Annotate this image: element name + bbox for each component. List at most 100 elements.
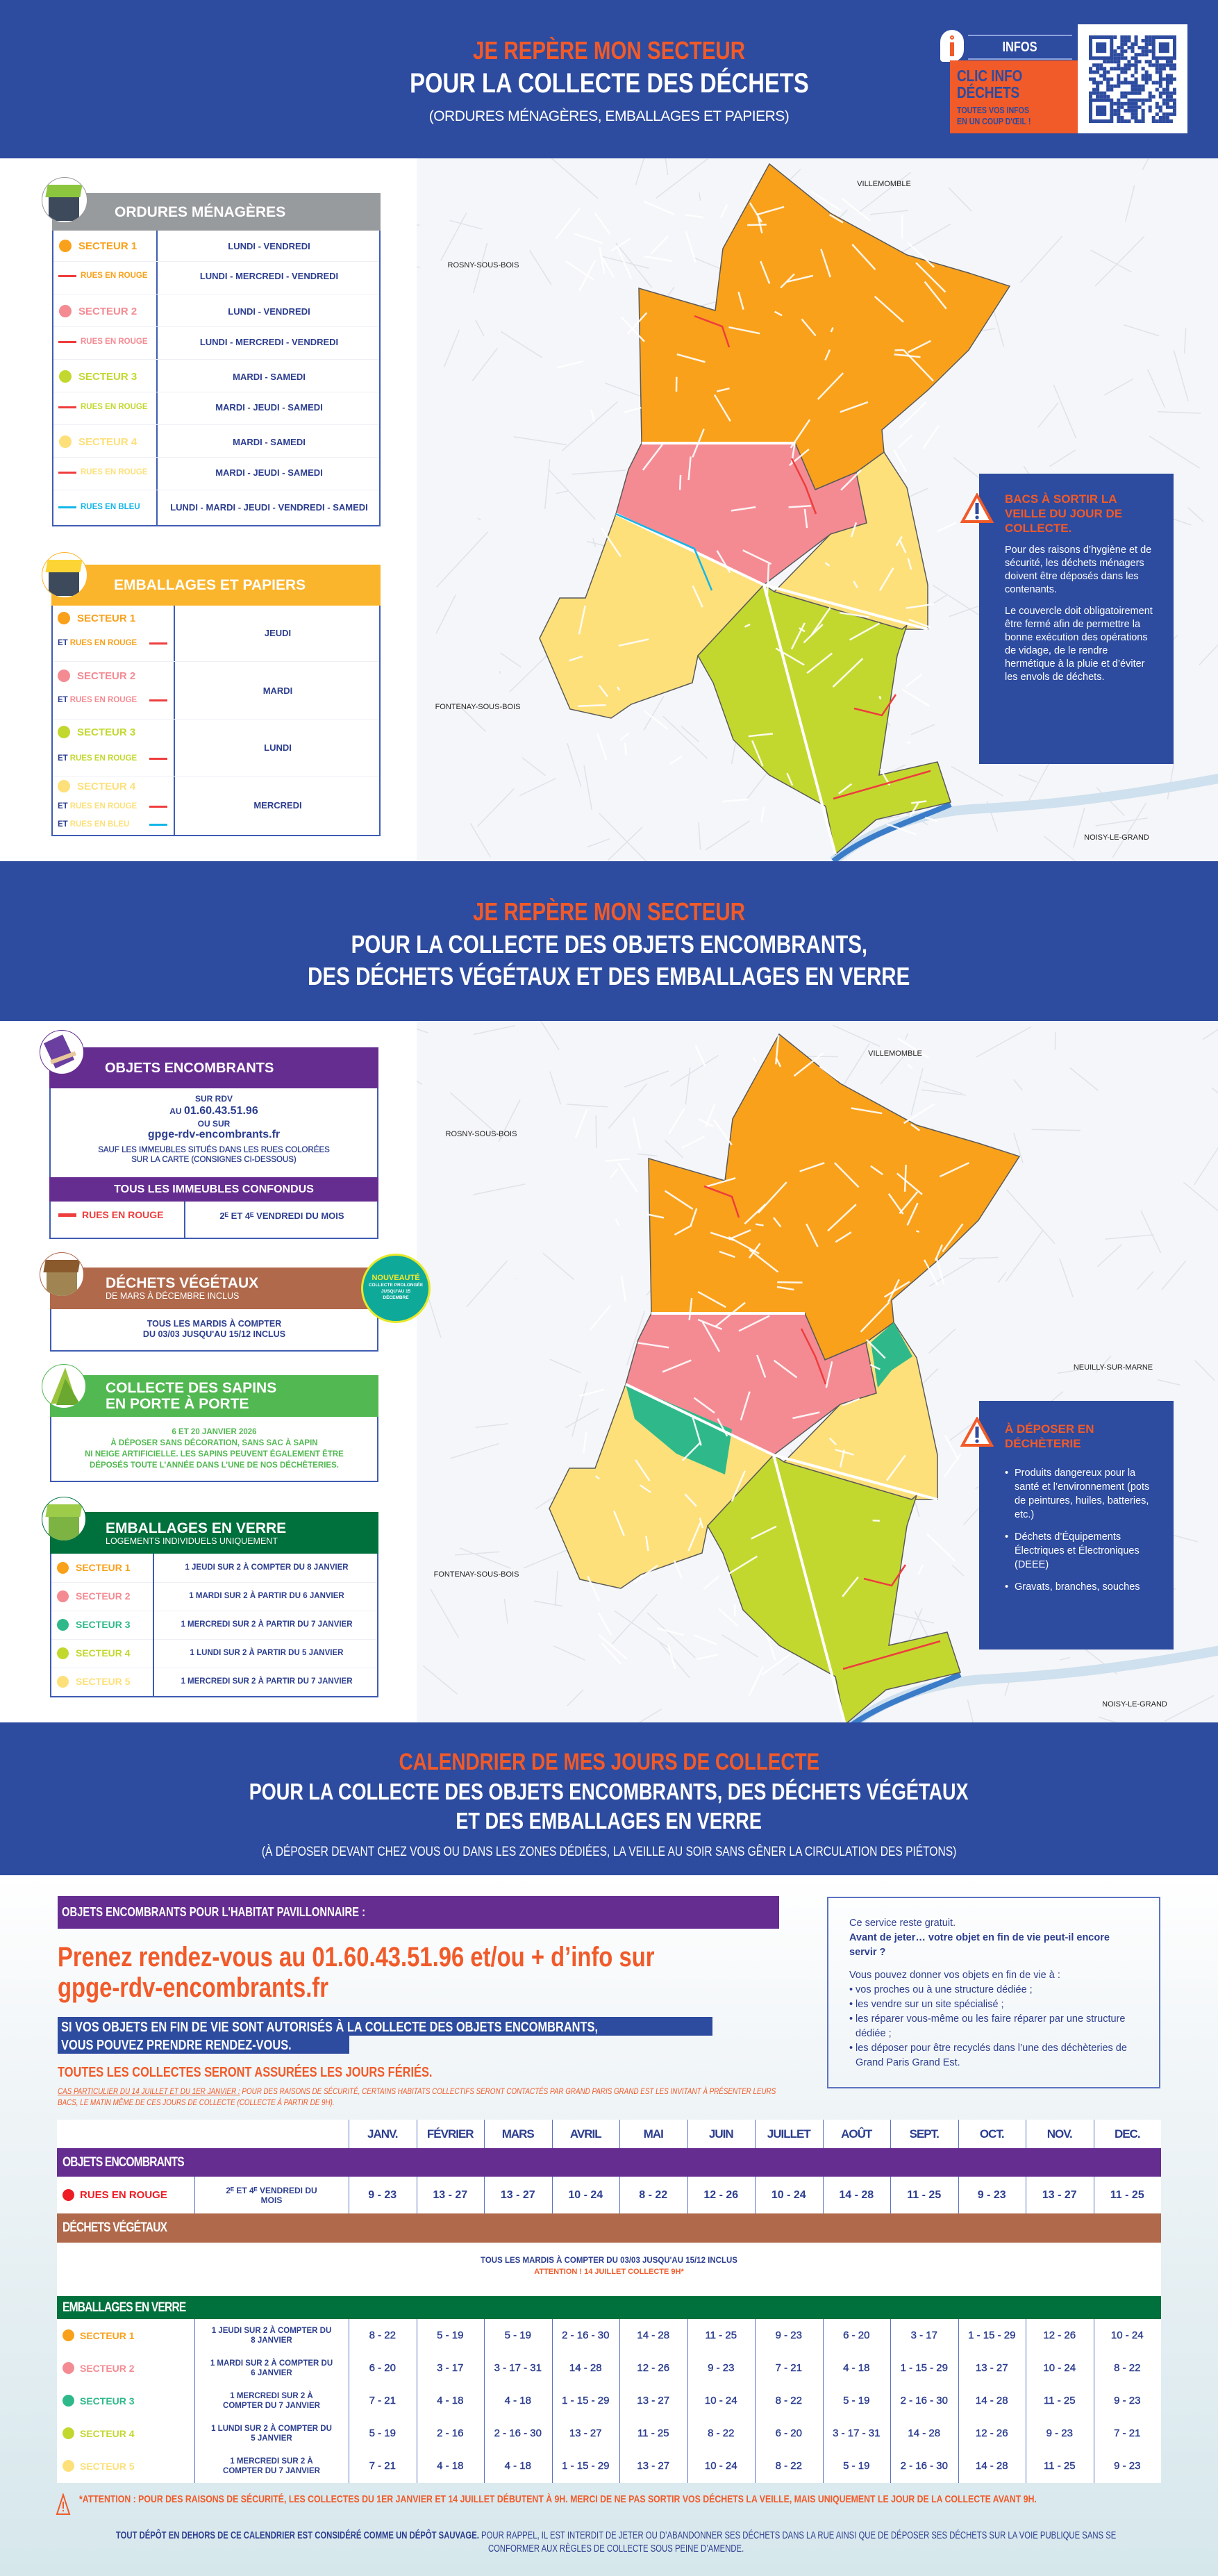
cal-verre-value: 9 - 23 <box>1114 2460 1141 2472</box>
qr-module <box>1117 81 1121 85</box>
ordures-row-label: SECTEUR 4 <box>58 435 137 449</box>
street-line <box>626 312 648 335</box>
street-line <box>838 783 853 795</box>
street-line <box>824 562 831 567</box>
qr-module <box>1099 67 1103 71</box>
qr-module <box>1134 81 1138 85</box>
qr-module <box>1134 60 1138 64</box>
vegetaux-body: TOUS LES MARDIS À COMPTER DU 03/03 JUSQU… <box>50 1309 378 1352</box>
street-line <box>713 394 731 422</box>
street-line <box>662 1359 692 1373</box>
qr-module <box>1117 119 1121 123</box>
reuse-item: • vos proches ou à une structure dédiée ; <box>849 1983 1138 1997</box>
street-line <box>705 1103 716 1128</box>
qr-module <box>1134 115 1138 119</box>
street-line <box>742 549 772 565</box>
street-line <box>624 742 628 756</box>
street-line <box>617 1162 639 1193</box>
street-line <box>923 1081 962 1095</box>
street-line <box>728 1229 751 1240</box>
street-line <box>774 310 783 317</box>
street-line <box>997 1272 1007 1283</box>
qr-code[interactable] <box>1078 24 1187 133</box>
divider <box>53 260 379 262</box>
emballages-header: EMBALLAGES ET PAPIERS <box>51 565 381 606</box>
cal-verre-value: 7 - 21 <box>775 2362 802 2374</box>
qr-module <box>1148 63 1152 67</box>
qr-module <box>1155 70 1159 74</box>
sector-dot-icon <box>59 435 72 448</box>
qr-module <box>1131 88 1135 92</box>
info-tagline-2: EN UN COUP D'ŒIL ! <box>957 116 1031 126</box>
street-line <box>698 1117 714 1128</box>
qr-module <box>1158 81 1162 85</box>
emballages-row-label: SECTEUR 2 <box>58 669 135 683</box>
street-line-icon <box>149 642 167 645</box>
red-street <box>833 770 931 800</box>
encombrants-phone[interactable]: 01.60.43.51.96 <box>183 1105 258 1117</box>
qr-module <box>1144 39 1149 43</box>
street-line <box>542 1252 574 1280</box>
street-line <box>901 688 931 707</box>
qr-module <box>1151 63 1156 67</box>
qr-module <box>1165 74 1169 78</box>
street-line <box>698 192 701 201</box>
encombrants-url-link[interactable]: gpge-rdv-encombrants.fr <box>147 1129 281 1140</box>
page-title: POUR LA COLLECTE DES DÉCHETS <box>409 68 809 99</box>
qr-module <box>1103 77 1107 81</box>
qr-module <box>1099 91 1103 95</box>
qr-module <box>1137 119 1142 123</box>
city-label: VILLEMOMBLE <box>868 1049 922 1058</box>
qr-module <box>1120 105 1124 109</box>
qr-module <box>1099 63 1103 67</box>
qr-module <box>1172 108 1176 113</box>
grid-line <box>755 2177 756 2213</box>
qr-module <box>1124 35 1128 40</box>
street-line <box>1054 1031 1056 1050</box>
street-line <box>430 1588 460 1638</box>
qr-module <box>1134 42 1138 47</box>
street-line <box>1098 1716 1118 1722</box>
qr-module <box>1162 88 1166 92</box>
qr-module <box>1113 53 1117 57</box>
qr-module <box>1131 108 1135 113</box>
street-line <box>859 172 911 213</box>
info-block[interactable]: INFOS CLIC INFO DÉCHETS TOUTES VOS INFOS… <box>940 24 1187 133</box>
street-line <box>939 1162 969 1178</box>
info-title-1: CLIC INFO <box>957 67 1023 85</box>
street-line <box>578 605 586 635</box>
street-line <box>885 1454 906 1481</box>
cal-verre-value: 7 - 21 <box>369 2395 396 2407</box>
sector-dot-icon <box>62 2329 74 2341</box>
cal-verre-value: 5 - 19 <box>843 2460 870 2472</box>
clic-info-panel[interactable]: CLIC INFO DÉCHETS TOUTES VOS INFOS EN UN… <box>950 60 1078 133</box>
cal-verre-value: 10 - 24 <box>704 2460 737 2472</box>
cal-verre-value: 8 - 22 <box>775 2395 802 2407</box>
street-line <box>667 1644 676 1670</box>
street-line <box>553 1645 585 1661</box>
qr-module <box>1141 49 1145 53</box>
qr-module <box>1134 77 1138 81</box>
qr-module <box>1103 70 1107 74</box>
street-line <box>656 158 708 199</box>
street-line <box>681 1441 702 1461</box>
header-band-bulky: JE REPÈRE MON SECTEUR POUR LA COLLECTE D… <box>0 861 1218 1021</box>
pavillonnaire-url-link[interactable]: gpge-rdv-encombrants.fr <box>58 1972 328 2003</box>
qr-module <box>1137 88 1142 92</box>
qr-module <box>1172 88 1176 92</box>
street-line <box>565 1408 599 1429</box>
ordures-label: RUES EN ROUGE <box>81 272 148 280</box>
month-header: JUILLET <box>767 2127 811 2141</box>
emballages-row-label: ET RUES EN BLEU <box>58 817 167 831</box>
street-line <box>744 1203 767 1224</box>
ordures-row-label: RUES EN ROUGE <box>58 465 148 479</box>
header2-kicker: JE REPÈRE MON SECTEUR <box>472 897 746 926</box>
ordures-row-label: RUES EN ROUGE <box>58 269 148 283</box>
qr-module <box>1127 105 1131 109</box>
street-line <box>911 800 927 804</box>
qr-module <box>1155 105 1159 109</box>
qr-finder <box>1089 98 1114 123</box>
street-line <box>793 1052 824 1077</box>
street-line <box>910 1068 924 1115</box>
header3-kicker: CALENDRIER DE MES JOURS DE COLLECTE <box>399 1749 819 1775</box>
